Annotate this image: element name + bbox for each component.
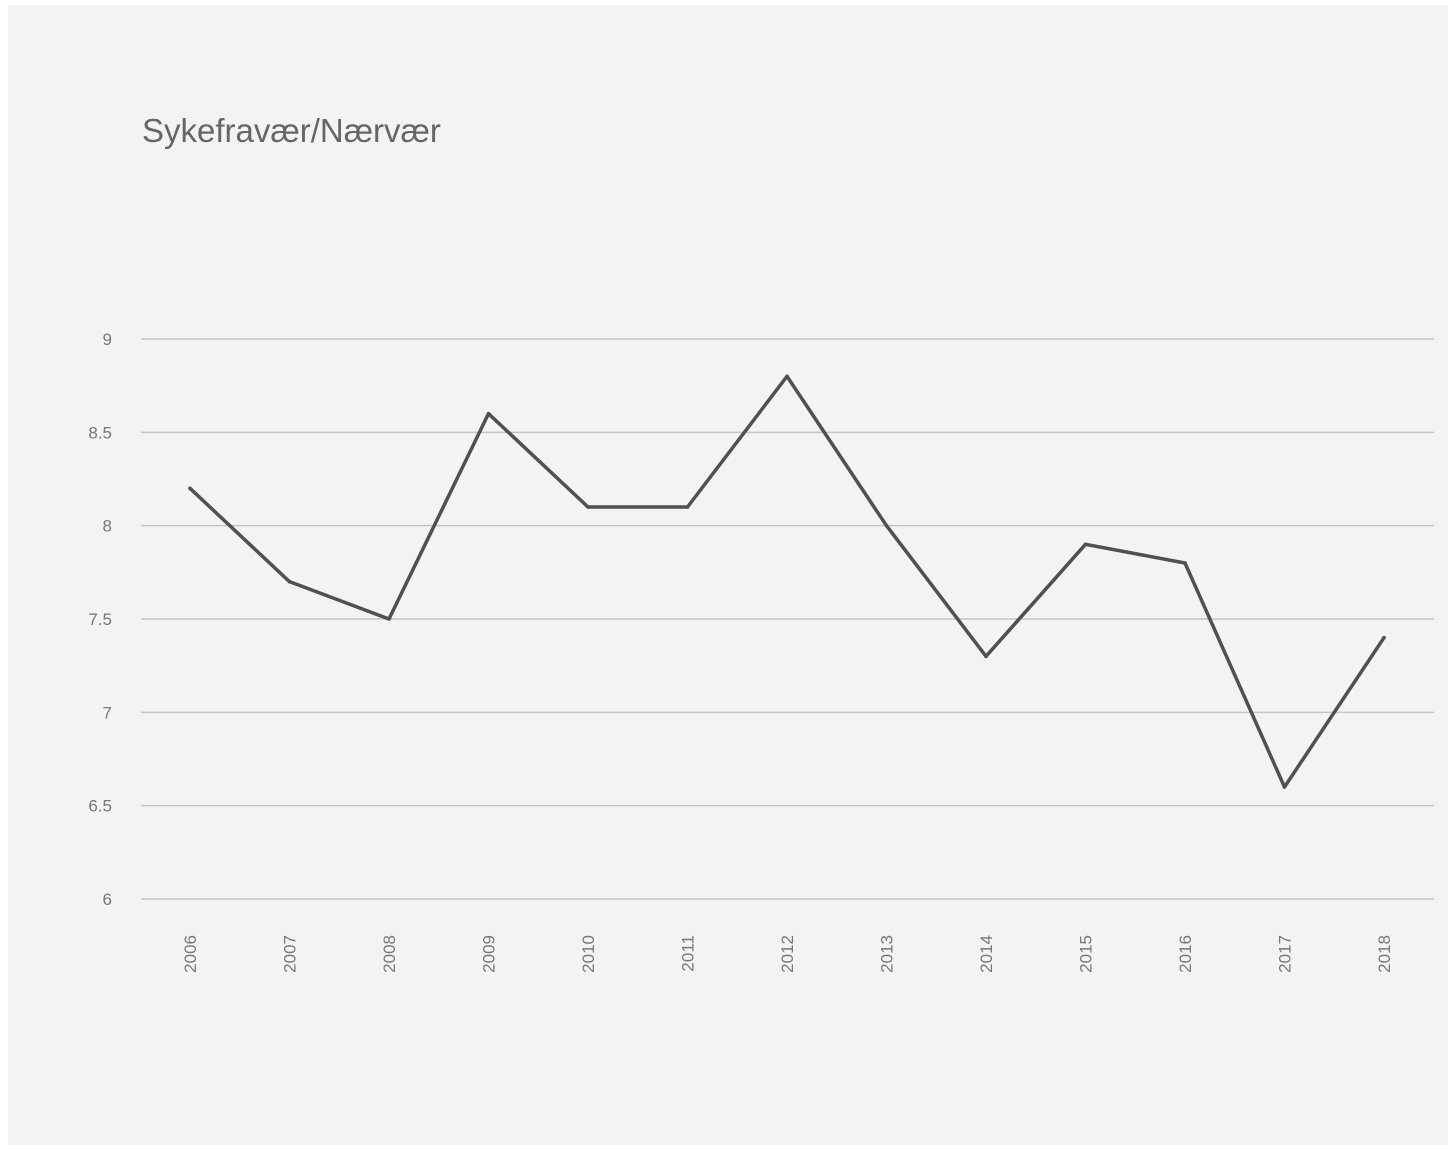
x-axis-ticks: 2006 2007 2008 2009 2010 2011 2012 2013 2014 2015… [181, 935, 1394, 973]
data-point [884, 523, 889, 528]
x-tick-label: 2013 [878, 935, 897, 973]
x-tick-label: 2012 [778, 935, 797, 973]
data-point [685, 505, 690, 509]
x-tick-label: 2010 [579, 935, 598, 973]
data-point [785, 374, 789, 379]
x-tick-label: 2014 [977, 935, 996, 973]
y-tick-label: 7 [103, 703, 112, 722]
y-axis-ticks: 6 6.5 7 7.5 8 8.5 9 [88, 330, 112, 909]
y-tick-label: 9 [103, 330, 112, 349]
x-tick-label: 2006 [181, 935, 200, 973]
x-tick-label: 2011 [679, 935, 698, 972]
data-point [188, 486, 192, 491]
y-tick-label: 8.5 [88, 423, 112, 442]
x-tick-label: 2009 [480, 935, 499, 973]
y-tick-label: 8 [103, 517, 112, 536]
data-point [387, 617, 391, 621]
data-point [287, 579, 292, 584]
x-tick-label: 2007 [281, 935, 300, 973]
y-tick-label: 6.5 [88, 797, 112, 816]
chart-title: Sykefravær/Nærvær [142, 112, 441, 149]
data-point [586, 505, 590, 509]
grid-lines [141, 338, 1434, 900]
data-point [1382, 635, 1386, 640]
x-tick-label: 2018 [1375, 935, 1394, 973]
y-tick-label: 6 [103, 890, 112, 909]
x-tick-label: 2016 [1176, 935, 1195, 973]
data-point [1183, 561, 1187, 565]
x-tick-label: 2017 [1276, 935, 1295, 973]
data-point [486, 411, 491, 416]
chart-panel [8, 5, 1448, 1145]
x-tick-label: 2008 [380, 935, 399, 973]
y-tick-label: 7.5 [88, 610, 112, 629]
series-line [188, 374, 1386, 789]
data-point [984, 654, 988, 659]
data-point [1083, 542, 1088, 547]
x-tick-label: 2015 [1077, 935, 1096, 973]
series-layer [188, 374, 1386, 789]
data-point [1282, 785, 1287, 789]
